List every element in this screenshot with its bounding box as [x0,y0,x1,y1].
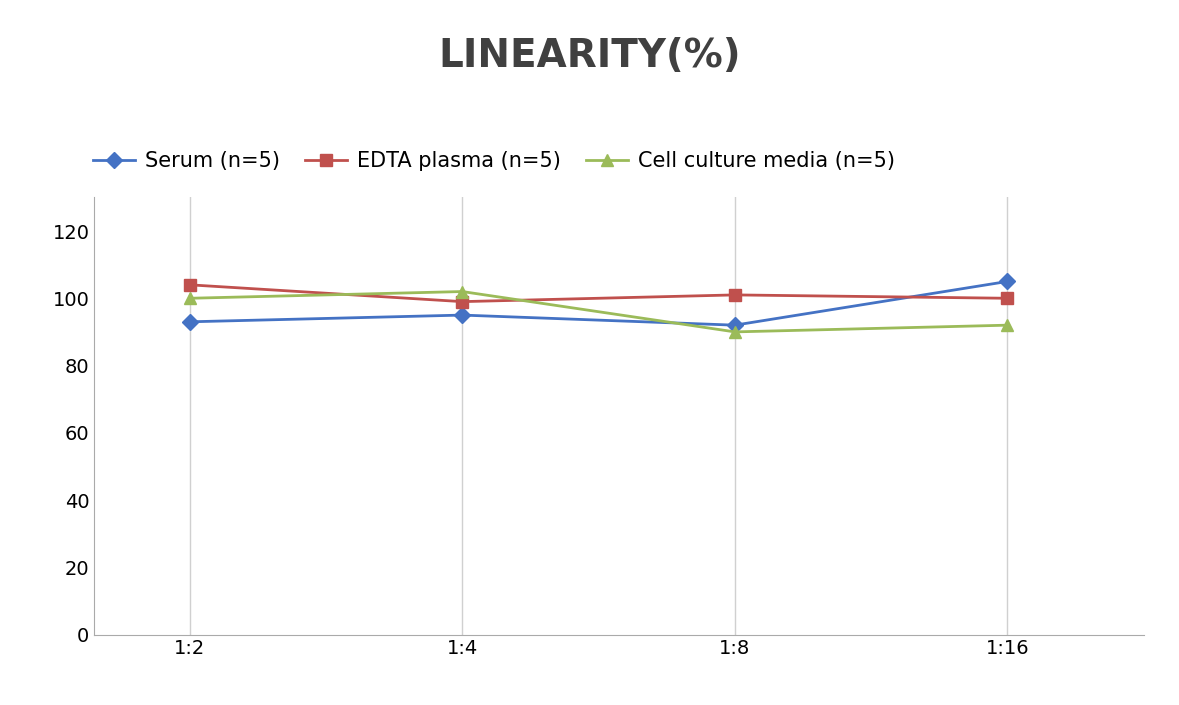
EDTA plasma (n=5) [1000,294,1014,302]
Serum (n=5) [1000,277,1014,286]
Serum (n=5) [727,321,742,329]
Cell culture media (n=5) [1000,321,1014,329]
Cell culture media (n=5) [183,294,197,302]
Cell culture media (n=5) [727,328,742,336]
Serum (n=5) [455,311,469,319]
Line: EDTA plasma (n=5): EDTA plasma (n=5) [184,279,1013,307]
EDTA plasma (n=5) [183,281,197,289]
EDTA plasma (n=5) [455,298,469,306]
Line: Serum (n=5): Serum (n=5) [184,276,1013,331]
Legend: Serum (n=5), EDTA plasma (n=5), Cell culture media (n=5): Serum (n=5), EDTA plasma (n=5), Cell cul… [93,152,895,171]
Text: LINEARITY(%): LINEARITY(%) [439,37,740,75]
Cell culture media (n=5) [455,288,469,296]
Serum (n=5) [183,317,197,326]
EDTA plasma (n=5) [727,290,742,299]
Line: Cell culture media (n=5): Cell culture media (n=5) [184,286,1013,338]
